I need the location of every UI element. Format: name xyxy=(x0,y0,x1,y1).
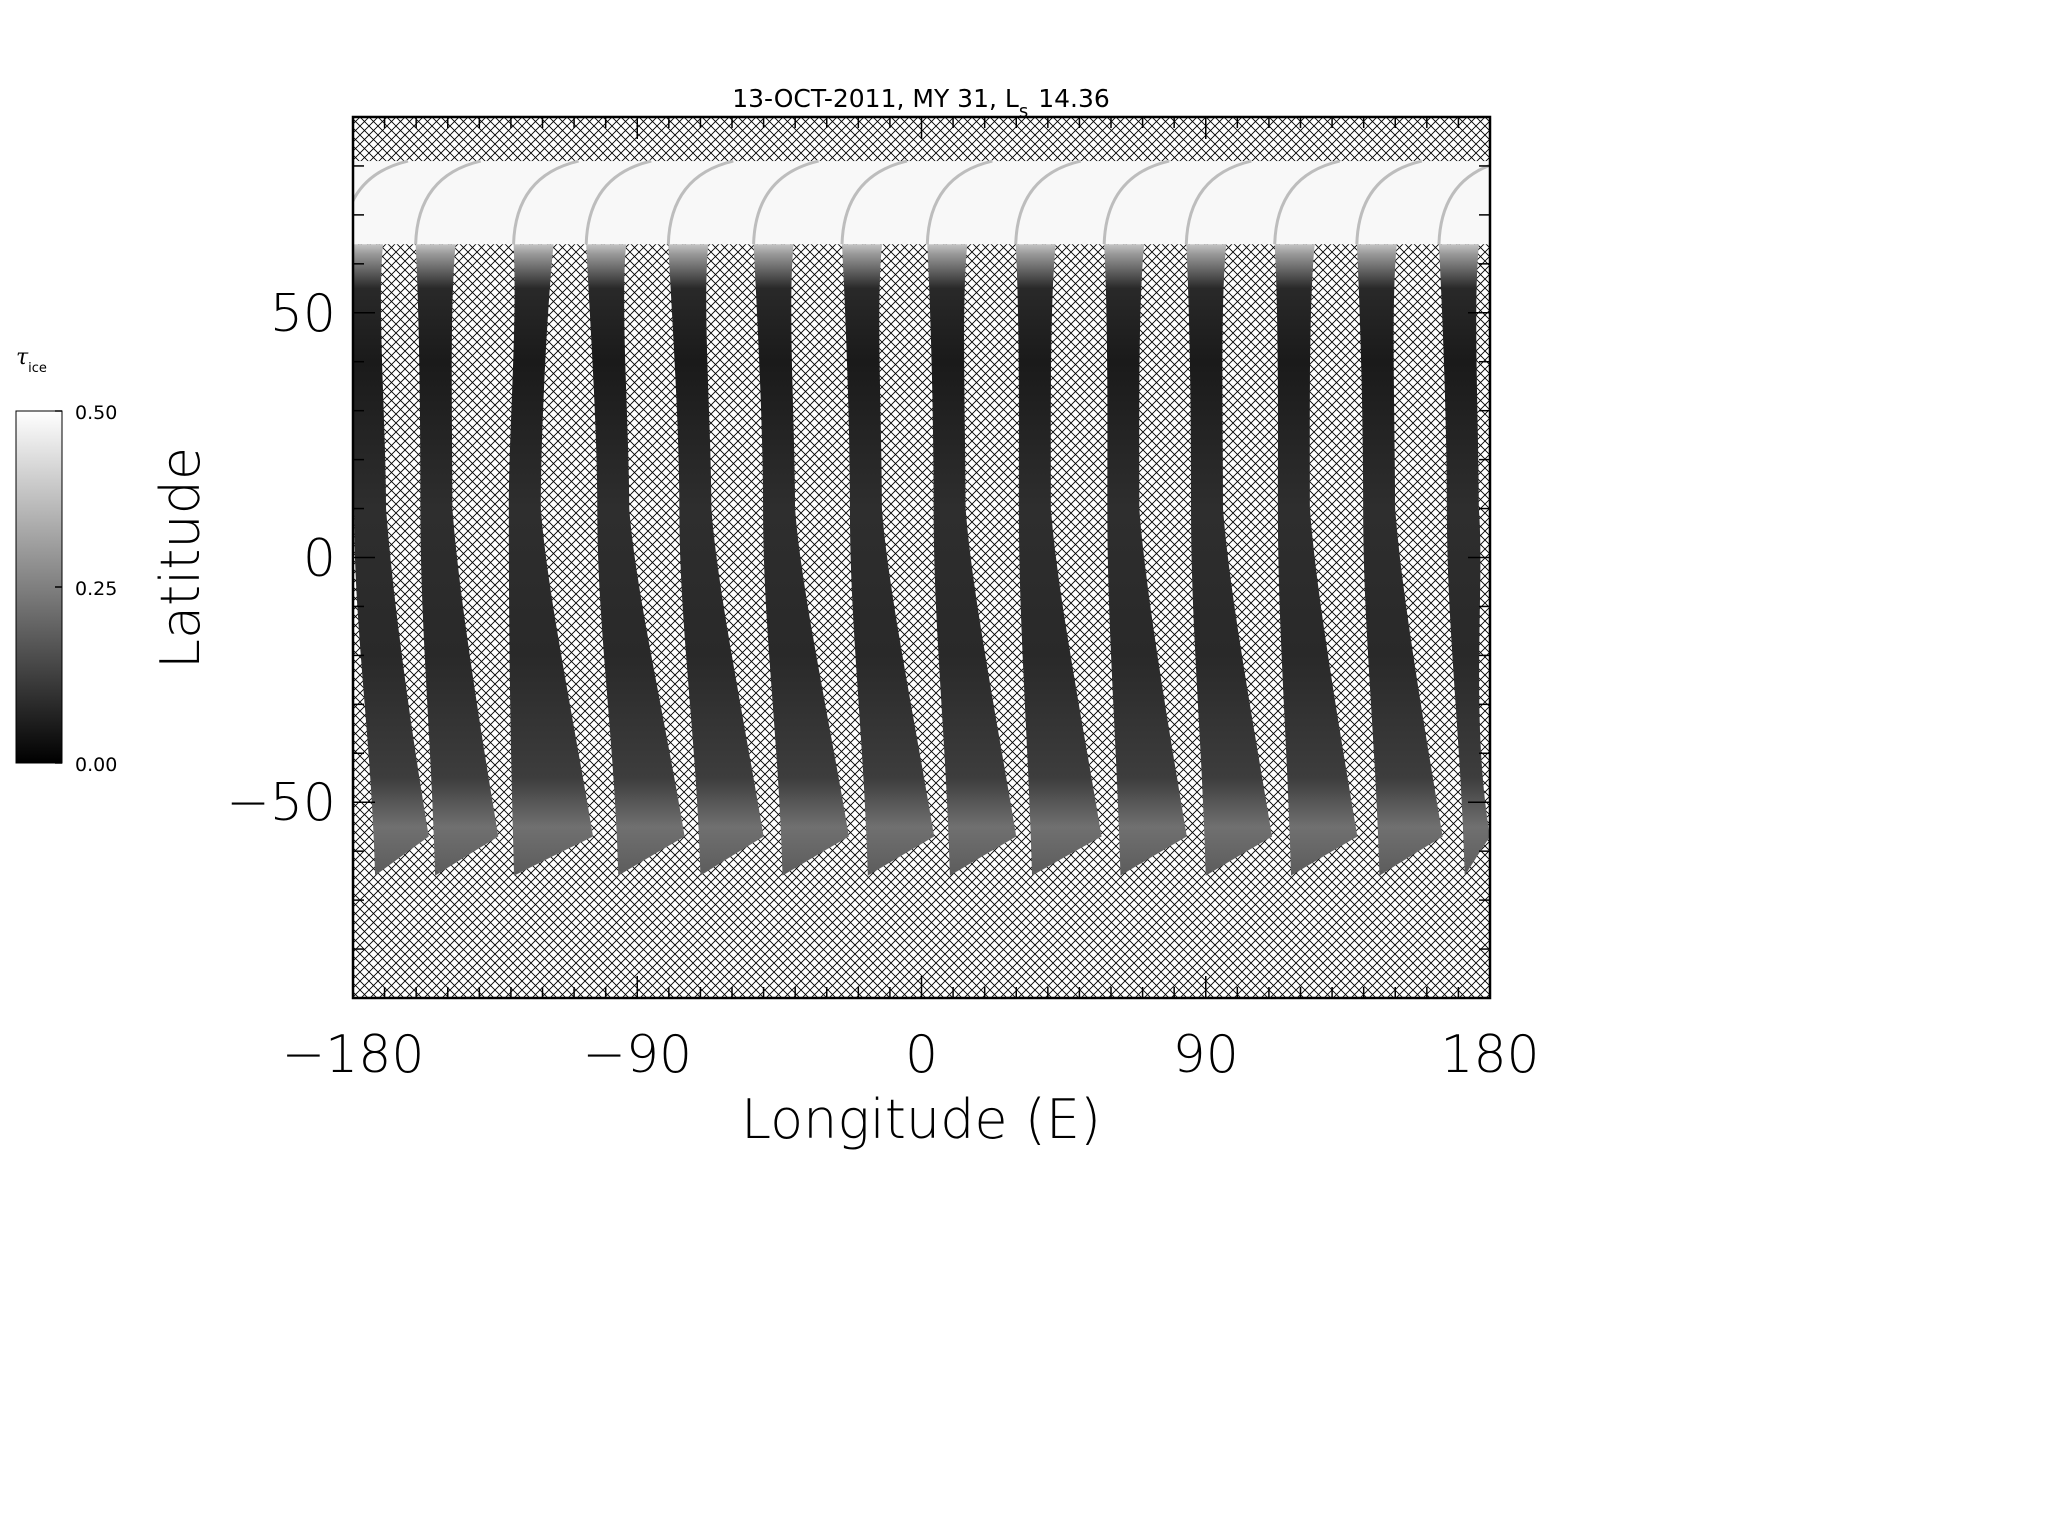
swath xyxy=(353,244,429,876)
cap-arc xyxy=(1355,159,1423,245)
x-tick-labels: −180 −90 0 90 180 xyxy=(282,1025,1540,1085)
x-tick-label: 90 xyxy=(1173,1025,1239,1085)
observation-swaths xyxy=(353,159,1490,876)
colorbar-ticks: 0.00 0.25 0.50 xyxy=(55,402,117,776)
swath xyxy=(586,244,685,876)
cap-arc xyxy=(584,159,652,245)
swath xyxy=(1104,244,1187,876)
cap-arc xyxy=(512,159,579,245)
swath xyxy=(1015,244,1102,876)
colorbar-tick-label: 0.25 xyxy=(75,578,117,600)
colorbar-tick-label: 0.50 xyxy=(75,402,117,424)
swath xyxy=(927,244,1017,876)
x-tick-label: 180 xyxy=(1440,1025,1539,1085)
swath xyxy=(508,244,594,876)
y-tick-label: −50 xyxy=(226,773,336,833)
colorbar-tick-label: 0.00 xyxy=(75,754,117,776)
y-tick-label: 0 xyxy=(303,529,336,589)
swath xyxy=(1356,244,1443,876)
cap-arc xyxy=(666,159,734,245)
cap-arc xyxy=(1014,159,1082,245)
cap-arc xyxy=(752,159,819,245)
colorbar xyxy=(15,410,63,764)
cap-arc xyxy=(1273,159,1341,245)
cap-arc xyxy=(414,159,481,245)
colorbar-label: τice xyxy=(16,345,47,376)
y-axis-label: Latitude xyxy=(149,447,212,669)
x-axis-label: Longitude (E) xyxy=(741,1088,1101,1151)
y-tick-labels: −50 0 50 xyxy=(226,284,336,833)
cap-arc xyxy=(840,159,908,245)
cap-arc xyxy=(1437,163,1490,245)
cap-arc xyxy=(353,159,409,205)
x-tick-label: 0 xyxy=(905,1025,938,1085)
cap-arc xyxy=(1184,159,1252,245)
swath xyxy=(1274,244,1358,876)
swath xyxy=(842,244,935,876)
y-tick-label: 50 xyxy=(270,284,336,344)
chart-title: 13-OCT-2011, MY 31, Ls 14.36 xyxy=(732,84,1110,122)
swath xyxy=(1438,244,1490,876)
north-cap-band xyxy=(353,161,1490,245)
swath xyxy=(668,244,764,876)
cap-arc xyxy=(925,159,993,245)
x-tick-label: −180 xyxy=(282,1025,425,1085)
axis-ticks xyxy=(352,116,1491,999)
cap-arc xyxy=(1102,159,1170,245)
x-tick-label: −90 xyxy=(582,1025,692,1085)
map-layer xyxy=(353,159,1490,876)
swath xyxy=(415,244,499,876)
swath xyxy=(753,244,849,876)
swath xyxy=(1186,244,1273,876)
